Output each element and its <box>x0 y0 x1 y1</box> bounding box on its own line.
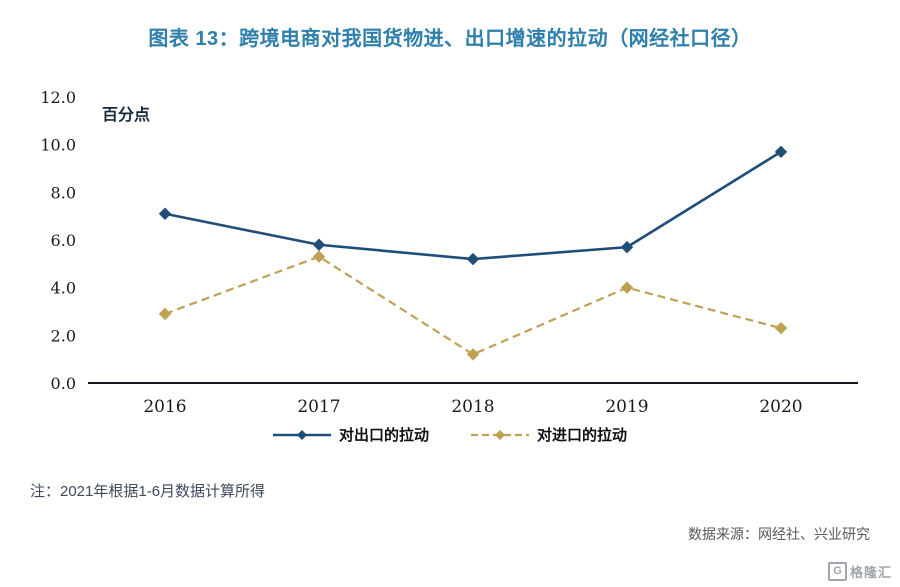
x-tick-label: 2019 <box>605 397 648 417</box>
data-point-marker <box>774 321 788 335</box>
logo-text: 格隆汇 <box>849 565 892 580</box>
legend-item-export: 对出口的拉动 <box>272 424 429 445</box>
legend-item-import: 对进口的拉动 <box>471 424 627 445</box>
data-point-marker <box>466 348 480 361</box>
y-tick-label: 2.0 <box>51 326 76 345</box>
x-tick-label: 2018 <box>451 397 494 417</box>
data-point-marker <box>312 238 326 251</box>
data-point-marker <box>620 240 634 254</box>
data-point-marker <box>158 307 172 321</box>
series-line-0 <box>164 150 782 261</box>
data-point-marker <box>620 281 634 294</box>
y-tick-label: 6.0 <box>51 231 76 250</box>
legend-label-import: 对进口的拉动 <box>537 426 628 444</box>
legend-line-export-icon <box>272 429 331 440</box>
y-tick-label: 0.0 <box>51 374 76 393</box>
source-text: 数据来源：网经社、兴业研究 <box>688 526 870 542</box>
y-tick-label: 8.0 <box>51 183 76 202</box>
series-line-1 <box>164 255 782 356</box>
legend-line-import-icon <box>471 429 529 440</box>
x-tick-label: 2016 <box>143 397 186 417</box>
note-text: 注：2021年根据1-6月数据计算所得 <box>30 483 266 500</box>
unit-label: 百分点 <box>102 105 150 124</box>
x-tick-label: 2017 <box>297 397 340 417</box>
line-chart: 0.0 2.0 4.0 6.0 8.0 10.0 12.0 2016 2017 2018 2019 2… <box>40 88 858 417</box>
legend-diamond-marker <box>296 429 307 440</box>
data-point-marker <box>312 250 326 263</box>
data-point-marker <box>774 145 788 159</box>
page-title: 图表 13：跨境电商对我国货物进、出口增速的拉动（网经社口径） <box>148 28 752 50</box>
logo-g-icon: G <box>827 562 847 581</box>
y-tick-label: 10.0 <box>40 136 76 155</box>
legend-label-export: 对出口的拉动 <box>338 426 429 444</box>
y-tick-label: 12.0 <box>40 88 76 107</box>
y-tick-label: 4.0 <box>51 279 76 298</box>
data-point-marker <box>158 207 172 220</box>
data-point-marker <box>466 252 480 266</box>
x-tick-label: 2020 <box>759 397 802 417</box>
legend-diamond-marker <box>495 429 505 440</box>
watermark-logo: G 格隆汇 <box>827 562 892 581</box>
chart-legend: 对出口的拉动 对进口的拉动 <box>0 424 900 445</box>
